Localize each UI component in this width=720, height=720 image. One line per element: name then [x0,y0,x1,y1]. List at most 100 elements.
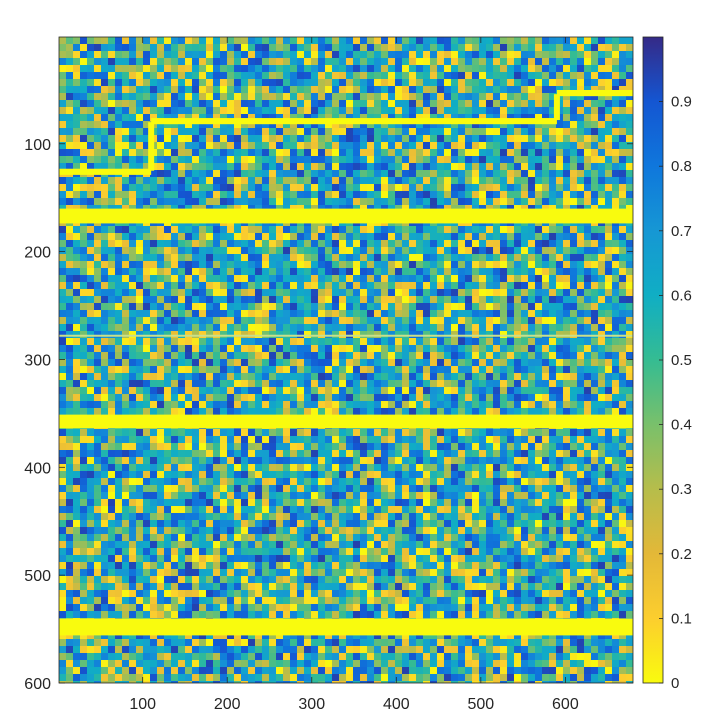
noise-cell [367,198,374,205]
noise-cell [206,289,213,296]
noise-cell [143,121,150,128]
noise-cell [444,289,451,296]
noise-cell [80,408,87,415]
noise-cell [416,240,423,247]
noise-cell [353,450,360,457]
noise-cell [241,128,248,135]
noise-cell [283,177,290,184]
noise-cell [318,394,325,401]
noise-cell [213,310,220,317]
noise-cell [563,37,570,44]
noise-cell [486,163,493,170]
noise-cell [388,436,395,443]
noise-cell [381,408,388,415]
noise-cell [66,338,73,345]
noise-cell [353,233,360,240]
noise-cell [248,366,255,373]
noise-cell [248,352,255,359]
noise-cell [339,338,346,345]
noise-cell [290,289,297,296]
noise-cell [584,345,591,352]
noise-cell [283,254,290,261]
noise-cell [185,37,192,44]
noise-cell [66,401,73,408]
noise-cell [514,443,521,450]
noise-cell [430,128,437,135]
noise-cell [185,163,192,170]
noise-cell [101,380,108,387]
noise-cell [80,268,87,275]
noise-cell [255,135,262,142]
noise-cell [332,107,339,114]
noise-cell [381,345,388,352]
noise-cell [143,240,150,247]
noise-cell [612,359,619,366]
noise-cell [206,149,213,156]
noise-cell [325,44,332,51]
noise-cell [234,121,241,128]
noise-cell [290,177,297,184]
noise-cell [171,93,178,100]
noise-cell [402,51,409,58]
noise-cell [444,457,451,464]
noise-cell [227,121,234,128]
noise-cell [290,107,297,114]
noise-cell [241,135,248,142]
noise-cell [115,191,122,198]
noise-cell [598,205,605,212]
noise-cell [297,345,304,352]
noise-cell [535,184,542,191]
noise-cell [297,275,304,282]
heatmap-plot-area [59,37,633,683]
noise-cell [136,51,143,58]
noise-cell [605,93,612,100]
noise-cell [451,72,458,79]
noise-cell [192,289,199,296]
noise-cell [304,184,311,191]
noise-cell [486,135,493,142]
noise-cell [185,58,192,65]
noise-cell [612,240,619,247]
noise-cell [451,303,458,310]
noise-cell [171,443,178,450]
noise-cell [493,303,500,310]
noise-cell [535,254,542,261]
noise-cell [360,121,367,128]
noise-cell [486,331,493,338]
noise-cell [227,450,234,457]
noise-cell [248,380,255,387]
noise-cell [304,331,311,338]
noise-cell [297,79,304,86]
noise-cell [192,121,199,128]
noise-cell [325,51,332,58]
noise-cell [542,198,549,205]
noise-cell [66,317,73,324]
noise-cell [178,198,185,205]
noise-cell [381,387,388,394]
noise-cell [325,107,332,114]
noise-cell [402,170,409,177]
noise-cell [59,450,66,457]
noise-cell [241,352,248,359]
noise-cell [451,226,458,233]
noise-cell [388,128,395,135]
noise-cell [381,226,388,233]
noise-cell [318,233,325,240]
noise-cell [311,324,318,331]
noise-cell [626,93,633,100]
noise-cell [542,310,549,317]
noise-cell [528,289,535,296]
noise-cell [318,443,325,450]
noise-cell [388,93,395,100]
noise-cell [94,324,101,331]
noise-cell [304,121,311,128]
noise-cell [549,275,556,282]
noise-cell [535,352,542,359]
noise-cell [577,429,584,436]
noise-cell [283,443,290,450]
noise-cell [283,205,290,212]
noise-cell [297,429,304,436]
noise-cell [255,338,262,345]
noise-cell [577,310,584,317]
noise-cell [66,457,73,464]
